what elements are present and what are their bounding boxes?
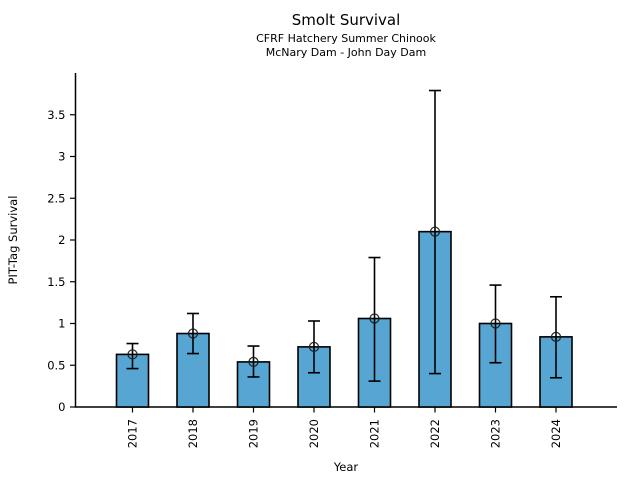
marker-2020 bbox=[308, 341, 320, 353]
marker-2024 bbox=[550, 331, 562, 343]
x-tick-label: 2018 bbox=[186, 419, 200, 448]
y-tick-label: 3.5 bbox=[47, 108, 65, 122]
y-tick-label: 1.5 bbox=[47, 275, 65, 289]
y-tick-label: 2.5 bbox=[47, 191, 65, 205]
chart-subtitle-line2: McNary Dam - John Day Dam bbox=[265, 46, 427, 59]
marker-2023 bbox=[490, 318, 501, 329]
x-tick-label: 2023 bbox=[489, 419, 503, 448]
x-tick-label: 2022 bbox=[428, 419, 442, 448]
marker-2021 bbox=[369, 313, 380, 324]
marker-2018 bbox=[187, 328, 199, 339]
marker-2019 bbox=[248, 356, 259, 368]
y-tick-label: 2 bbox=[58, 233, 65, 247]
y-tick-label: 0 bbox=[58, 400, 65, 414]
x-tick-label: 2020 bbox=[307, 419, 321, 448]
y-tick-label: 1 bbox=[58, 317, 65, 331]
chart-subtitle-line1: CFRF Hatchery Summer Chinook bbox=[256, 32, 436, 45]
x-tick-label: 2019 bbox=[247, 419, 261, 448]
y-tick-label: 3 bbox=[58, 150, 65, 164]
y-axis-label: PIT-Tag Survival bbox=[6, 195, 20, 285]
x-tick-label: 2017 bbox=[126, 419, 140, 448]
x-tick-label: 2024 bbox=[549, 419, 563, 448]
marker-2022 bbox=[429, 226, 441, 237]
marker-2017 bbox=[127, 349, 138, 360]
x-axis-label: Year bbox=[333, 460, 359, 474]
y-tick-label: 0.5 bbox=[47, 358, 65, 372]
chart-title: Smolt Survival bbox=[291, 11, 401, 29]
x-tick-label: 2021 bbox=[368, 419, 382, 448]
